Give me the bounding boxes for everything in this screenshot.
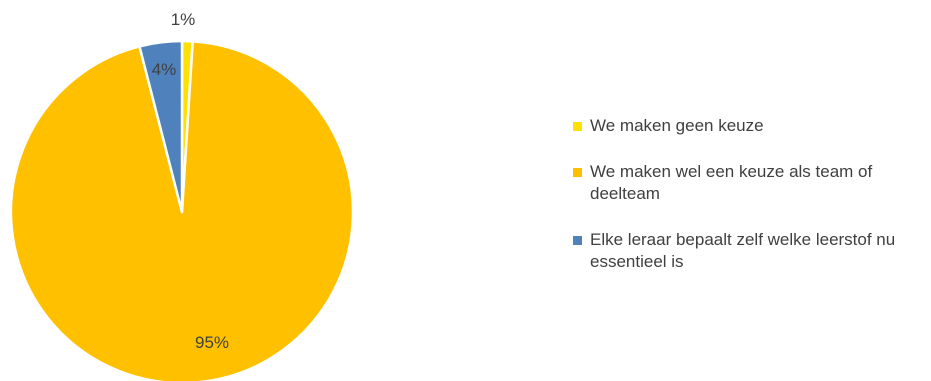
legend-swatch <box>573 168 582 177</box>
slice-data-label: 95% <box>195 333 229 352</box>
legend-swatch <box>573 236 582 245</box>
legend-label: Elke leraar bepaalt zelf welke leerstof … <box>590 230 896 271</box>
legend-label: We maken geen keuze <box>590 116 764 135</box>
pie-slice <box>9 40 355 381</box>
slice-data-label: 4% <box>152 60 177 79</box>
slice-data-label: 1% <box>171 10 196 29</box>
legend-item-team-keuze: We maken wel een keuze als team of deelt… <box>573 161 928 205</box>
pie-data-labels: 1% 95% 4% <box>152 10 229 352</box>
legend-item-geen-keuze: We maken geen keuze <box>573 115 928 137</box>
legend-label: We maken wel een keuze als team of deelt… <box>590 162 873 203</box>
pie-slices <box>9 39 355 381</box>
legend-item-leraar-bepaalt: Elke leraar bepaalt zelf welke leerstof … <box>573 229 928 273</box>
legend: We maken geen keuze We maken wel een keu… <box>573 115 928 297</box>
legend-swatch <box>573 122 582 131</box>
pie-slice <box>138 39 184 214</box>
